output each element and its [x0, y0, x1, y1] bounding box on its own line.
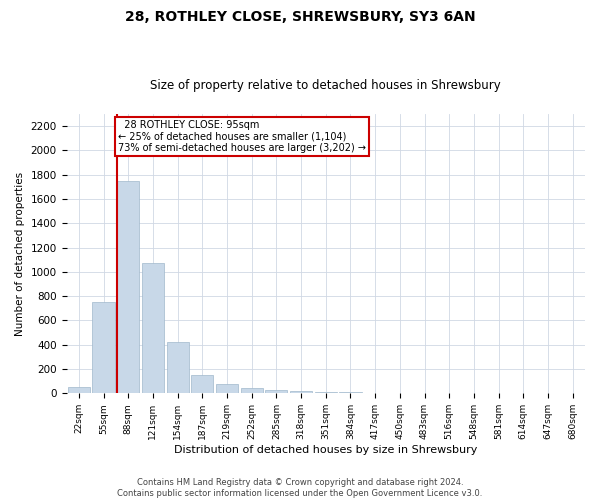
Text: 28 ROTHLEY CLOSE: 95sqm
← 25% of detached houses are smaller (1,104)
73% of semi: 28 ROTHLEY CLOSE: 95sqm ← 25% of detache… [118, 120, 367, 154]
Y-axis label: Number of detached properties: Number of detached properties [15, 172, 25, 336]
Bar [265, 390, 287, 394]
Bar [314, 392, 337, 394]
Bar [117, 181, 139, 394]
Bar [68, 388, 90, 394]
Title: Size of property relative to detached houses in Shrewsbury: Size of property relative to detached ho… [151, 79, 501, 92]
Bar [191, 374, 214, 394]
Bar [216, 384, 238, 394]
Bar [241, 388, 263, 394]
Bar [92, 302, 115, 394]
X-axis label: Distribution of detached houses by size in Shrewsbury: Distribution of detached houses by size … [174, 445, 478, 455]
Bar [167, 342, 189, 394]
Text: Contains HM Land Registry data © Crown copyright and database right 2024.
Contai: Contains HM Land Registry data © Crown c… [118, 478, 482, 498]
Bar [364, 392, 386, 394]
Bar [290, 390, 312, 394]
Text: 28, ROTHLEY CLOSE, SHREWSBURY, SY3 6AN: 28, ROTHLEY CLOSE, SHREWSBURY, SY3 6AN [125, 10, 475, 24]
Bar [142, 263, 164, 394]
Bar [340, 392, 362, 394]
